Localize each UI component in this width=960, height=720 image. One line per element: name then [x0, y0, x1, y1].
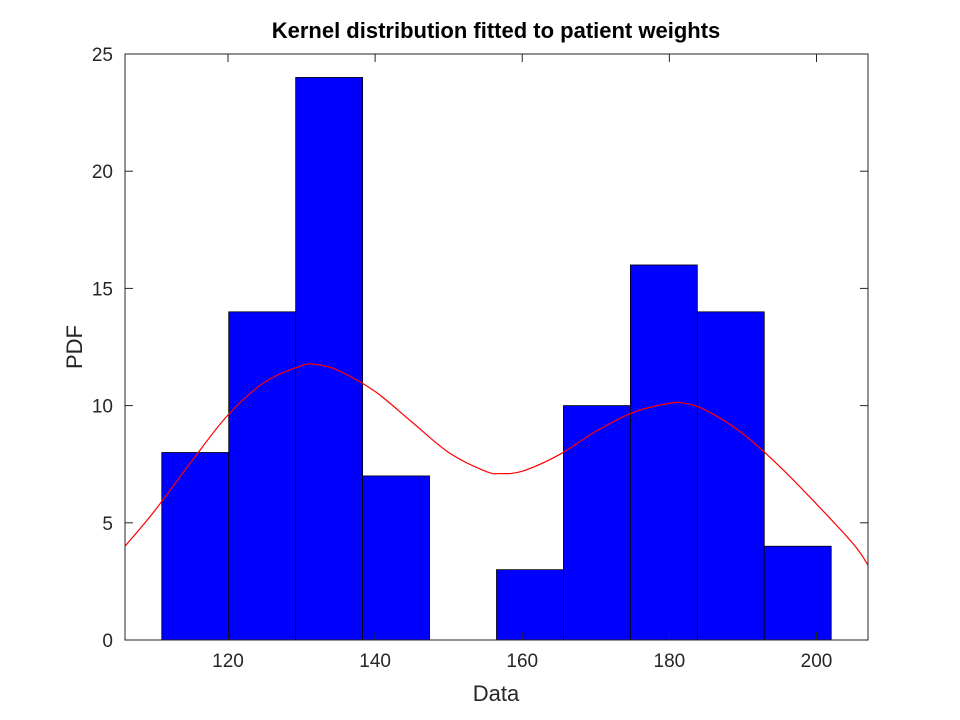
histogram-bar — [763, 545, 832, 641]
y-axis-ticks: 0 5 10 15 20 25 — [92, 45, 868, 652]
x-tick-label: 180 — [654, 651, 686, 672]
y-tick-label: 0 — [102, 631, 113, 652]
histogram-bar — [161, 452, 230, 641]
x-tick-label: 200 — [801, 651, 833, 672]
kernel-fit-line — [124, 363, 869, 566]
y-tick-label: 15 — [92, 279, 113, 300]
histogram-bars — [161, 77, 832, 641]
y-tick-label: 5 — [102, 514, 113, 535]
y-tick-label: 20 — [92, 162, 113, 183]
histogram-bar — [362, 475, 430, 641]
plot-frame — [124, 53, 869, 641]
histogram-bar — [228, 311, 297, 641]
x-tick-label: 160 — [506, 651, 538, 672]
y-axis-label: PDF — [62, 325, 87, 369]
histogram-bar — [496, 569, 564, 641]
x-axis-ticks: 120 140 160 180 200 — [212, 54, 832, 672]
y-tick-label: 25 — [92, 45, 113, 66]
histogram-bar — [629, 264, 698, 641]
chart-title: Kernel distribution fitted to patient we… — [272, 18, 721, 43]
histogram-bar — [696, 311, 765, 641]
x-axis-label: Data — [473, 681, 520, 706]
x-tick-label: 120 — [212, 651, 244, 672]
y-tick-label: 10 — [92, 397, 113, 418]
histogram-bar — [563, 405, 631, 641]
histogram-bar — [295, 77, 364, 641]
x-tick-label: 140 — [359, 651, 391, 672]
